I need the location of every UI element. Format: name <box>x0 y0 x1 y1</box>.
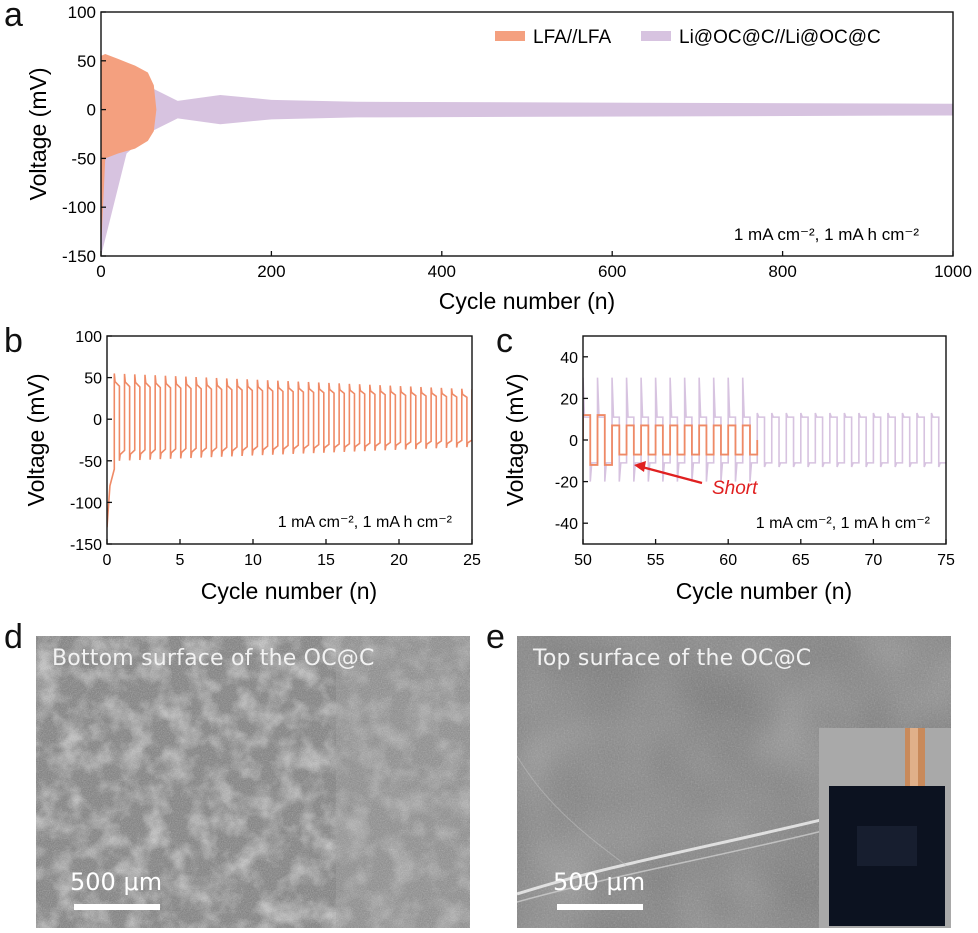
panel-label-b: b <box>4 322 23 360</box>
y-tick-label: -40 <box>555 516 578 533</box>
condition-annotation: 1 mA cm⁻², 1 mA h cm⁻² <box>756 515 931 532</box>
y-tick-label: 0 <box>87 101 96 120</box>
x-tick-label: 400 <box>428 262 456 281</box>
y-tick-label: -150 <box>62 247 96 266</box>
y-tick-label: 100 <box>68 3 96 22</box>
x-tick-label: 200 <box>257 262 285 281</box>
plot-frame <box>106 335 473 545</box>
x-tick-label: 20 <box>390 552 408 569</box>
sem-caption: Top surface of the OC@C <box>533 646 812 671</box>
legend-label-lfa: LFA//LFA <box>533 27 611 48</box>
series-lfa-voltage <box>583 414 759 466</box>
panel-label-e: e <box>486 618 505 656</box>
x-tick-label: 75 <box>937 552 955 569</box>
x-tick-label: 55 <box>647 552 665 569</box>
plot-frame <box>100 11 954 257</box>
sem-image-top-surface: Top surface of the OC@C 500 μm <box>517 636 951 928</box>
chart-a: 0 200 400 600 800 1000 100 50 0 -50 -100 -150 Cycle… <box>25 3 972 314</box>
x-tick-label: 5 <box>176 552 185 569</box>
y-tick-label: 0 <box>569 433 578 450</box>
panel-label-a: a <box>4 0 23 34</box>
panel-label-d: d <box>4 618 23 656</box>
x-tick-label: 25 <box>463 552 481 569</box>
scale-bar-label: 500 μm <box>70 868 163 896</box>
y-tick-label: -100 <box>70 495 102 512</box>
y-tick-label: 20 <box>560 391 578 408</box>
legend-label-li: Li@OC@C//Li@OC@C <box>679 27 881 48</box>
series-li-voltage <box>583 377 946 482</box>
scale-bar <box>557 904 643 910</box>
short-arrow <box>634 461 703 485</box>
axis-label-x: Cycle number (n) <box>676 578 852 604</box>
axis-label-x: Cycle number (n) <box>439 288 615 314</box>
y-tick-label: -150 <box>70 537 102 554</box>
sem-caption: Bottom surface of the OC@C <box>52 646 375 671</box>
y-tick-label: 50 <box>84 371 102 388</box>
x-tick-label: 15 <box>317 552 335 569</box>
x-tick-label: 50 <box>574 552 592 569</box>
x-tick-label: 70 <box>865 552 883 569</box>
series-li-envelope <box>101 60 953 256</box>
y-tick-label: 0 <box>93 412 102 429</box>
legend-swatch-li <box>641 31 671 41</box>
axis-label-y: Voltage (mV) <box>502 374 528 507</box>
y-tick-label: 100 <box>75 329 102 346</box>
sem-image-bottom-surface: Bottom surface of the OC@C 500 μm <box>36 636 470 928</box>
short-label: Short <box>712 478 758 499</box>
scale-bar-label: 500 μm <box>553 868 646 896</box>
x-tick-label: 600 <box>598 262 626 281</box>
chart-b: 0 5 10 15 20 25 100 50 0 -50 -100 -150 Cycle number… <box>23 329 481 604</box>
y-tick-label: -50 <box>71 149 96 168</box>
x-tick-label: 10 <box>244 552 262 569</box>
y-tick-label: 50 <box>77 52 96 71</box>
condition-annotation: 1 mA cm⁻², 1 mA h cm⁻² <box>278 514 453 531</box>
x-tick-label: 0 <box>96 262 105 281</box>
x-tick-label: 65 <box>792 552 810 569</box>
x-tick-label: 60 <box>719 552 737 569</box>
scale-bar <box>74 904 160 910</box>
axis-label-y: Voltage (mV) <box>25 68 51 201</box>
panel-label-c: c <box>496 322 513 360</box>
series-lfa-envelope <box>101 53 157 252</box>
y-tick-label: -100 <box>62 198 96 217</box>
condition-annotation: 1 mA cm⁻², 1 mA h cm⁻² <box>734 225 919 244</box>
series-lfa-voltage <box>107 373 472 528</box>
chart-c: 50 55 60 65 70 75 40 20 0 -20 -40 Cycle number (n)… <box>502 335 955 604</box>
axis-label-x: Cycle number (n) <box>201 578 377 604</box>
legend: LFA//LFA Li@OC@C//Li@OC@C <box>495 27 881 48</box>
y-tick-label: 40 <box>560 350 578 367</box>
x-tick-label: 0 <box>103 552 112 569</box>
axis-label-y: Voltage (mV) <box>23 374 49 507</box>
x-tick-label: 1000 <box>934 262 972 281</box>
x-tick-label: 800 <box>768 262 796 281</box>
y-tick-label: -20 <box>555 475 578 492</box>
y-tick-label: -50 <box>79 454 102 471</box>
legend-swatch-lfa <box>495 31 525 41</box>
